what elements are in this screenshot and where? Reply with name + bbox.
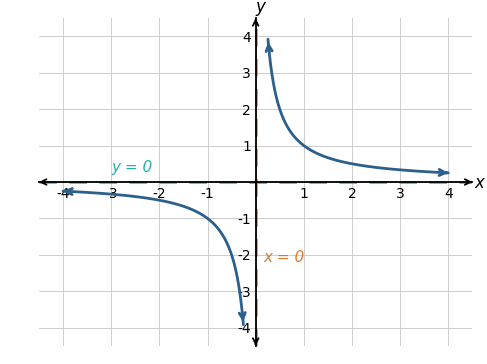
Text: y: y	[256, 0, 265, 16]
Text: x = 0: x = 0	[263, 250, 304, 265]
Text: x: x	[475, 174, 485, 192]
Text: y = 0: y = 0	[111, 160, 152, 175]
